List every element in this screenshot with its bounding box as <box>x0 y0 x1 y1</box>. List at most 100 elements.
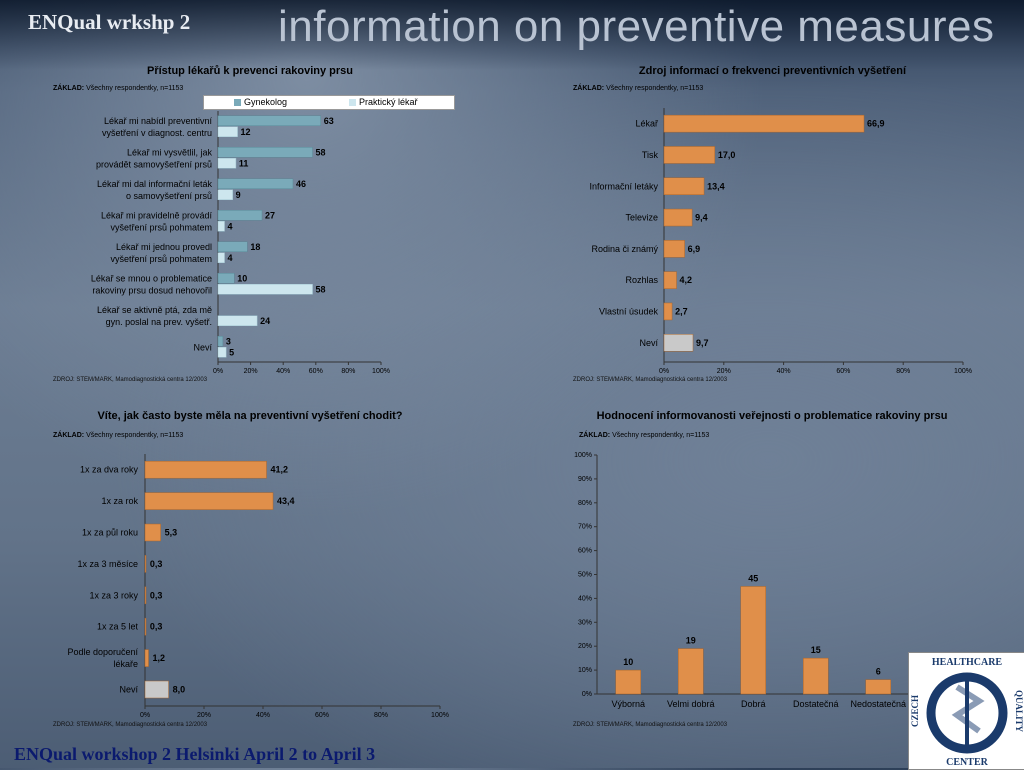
c2-category-label: Tisk <box>642 150 659 160</box>
c3-category-label: Podle doporučení lékaře <box>67 647 138 669</box>
c1-bar-prakticky <box>217 221 225 232</box>
chart2-base-text: Všechny respondentky, n=1153 <box>606 85 704 92</box>
c1-category-label: Neví <box>193 342 212 352</box>
c3-x-tick-label: 100% <box>431 712 449 719</box>
c1-category-label: Lékař mi jednou provedl vyšetření prsů po… <box>110 242 212 264</box>
c4-bar-value: 19 <box>686 636 696 646</box>
c3-x-tick-label: 60% <box>315 712 329 719</box>
c3-category-label: 1x za 5 let <box>97 622 139 632</box>
c3-category-label: 1x za 3 měsíce <box>77 559 138 569</box>
c3-bar <box>144 586 147 605</box>
c4-y-tick-label: 60% <box>578 548 592 555</box>
c2-bar-value: 4,2 <box>680 275 693 285</box>
chart3-title: Víte, jak často byste měla na preventivn… <box>97 410 403 422</box>
c1-bar-prakticky <box>217 315 258 326</box>
czech-healthcare-quality-center-logo: HEALTHCARE CENTER CZECH QUALITY <box>908 652 1024 770</box>
chart2-base-label: ZÁKLAD: <box>573 85 605 92</box>
c2-category-label: Rodina či známý <box>591 244 658 254</box>
chart2-title: Zdroj informací o frekvenci preventivníc… <box>638 65 907 77</box>
c1-category-label: Lékař mi nabídl preventivní vyšetření v d… <box>102 116 213 138</box>
c2-bar-value: 66,9 <box>867 119 885 129</box>
c2-category-label: Rozhlas <box>625 275 658 285</box>
chart1-legend: Gynekolog Praktický lékař <box>203 95 455 110</box>
c2-bar <box>663 177 705 195</box>
c3-bar-value: 0,3 <box>150 559 163 569</box>
c2-bar <box>663 208 693 227</box>
c3-bar-value: 8,0 <box>173 685 186 695</box>
c2-bar <box>663 271 677 289</box>
c3-bar <box>144 649 149 667</box>
c1-x-tick-label: 80% <box>341 368 355 375</box>
c1-x-tick-label: 60% <box>309 368 323 375</box>
c4-category-label: Dobrá <box>741 699 766 709</box>
chart2-base: ZÁKLAD: Všechny respondentky, n=1153 <box>573 85 703 92</box>
c1-x-tick-label: 0% <box>213 368 223 375</box>
c4-y-tick-label: 70% <box>578 524 592 531</box>
c1-bar-prakticky <box>217 284 313 295</box>
c2-x-tick-label: 20% <box>717 368 731 375</box>
c4-bar <box>803 657 829 695</box>
c4-bar <box>678 648 704 695</box>
c2-category-label: Vlastní úsudek <box>599 306 659 316</box>
c1-bar-prakticky <box>217 158 237 169</box>
c3-bar-value: 0,3 <box>150 622 163 632</box>
c2-x-tick-label: 0% <box>659 368 669 375</box>
c2-bar <box>663 334 694 352</box>
chart3-source: ZDROJ: STEM/MARK, Mamodiagnostická centr… <box>53 722 208 728</box>
c3-bar-value: 0,3 <box>150 590 163 600</box>
legend-prakticky: Praktický lékař <box>349 97 418 107</box>
c1-bar-gynekolog-value: 58 <box>316 147 326 157</box>
c4-category-label: Výborná <box>611 699 645 709</box>
c4-y-tick-label: 50% <box>578 572 592 579</box>
logo-text-top: HEALTHCARE <box>932 657 1003 668</box>
c2-bar-value: 9,7 <box>696 338 709 348</box>
logo-text-left: CZECH <box>910 695 920 727</box>
c1-bar-prakticky <box>217 189 233 200</box>
c2-category-label: Neví <box>639 338 658 348</box>
c2-x-tick-label: 80% <box>896 368 910 375</box>
c4-bar <box>615 669 641 695</box>
c4-category-label: Dostatečná <box>793 699 839 709</box>
c1-bar-prakticky-value: 5 <box>229 347 234 357</box>
c1-category-label: Lékař se mnou o problematice rakoviny prs… <box>91 273 212 295</box>
c3-bar-value: 1,2 <box>153 653 166 663</box>
c3-x-tick-label: 20% <box>197 712 211 719</box>
c3-category-label: Neví <box>119 685 138 695</box>
c2-bar <box>663 302 673 321</box>
background-sky <box>0 0 1024 70</box>
c4-bar <box>740 586 766 695</box>
c2-x-tick-label: 40% <box>777 368 791 375</box>
c4-bar-value: 15 <box>811 645 821 655</box>
chart3-base-text: Všechny respondentky, n=1153 <box>86 432 184 439</box>
chart4-base: ZÁKLAD: Všechny respondentky, n=1153 <box>579 432 709 439</box>
c3-category-label: 1x za rok <box>101 496 138 506</box>
chart4-base-text: Všechny respondentky, n=1153 <box>612 432 710 439</box>
chart1-base: ZÁKLAD: Všechny respondentky, n=1153 <box>53 85 183 92</box>
chart3-base: ZÁKLAD: Všechny respondentky, n=1153 <box>53 432 183 439</box>
c1-bar-gynekolog <box>217 241 248 252</box>
deck-title: ENQual wrkshp 2 <box>28 10 191 34</box>
c4-y-tick-label: 80% <box>578 500 592 507</box>
c1-bar-prakticky <box>217 347 227 358</box>
c1-category-label: Lékař mi dal informační leták o samovyšet… <box>97 179 213 201</box>
c1-bar-prakticky-value: 12 <box>241 127 251 137</box>
c1-bar-prakticky-value: 4 <box>228 253 233 263</box>
legend-prakticky-swatch <box>349 99 356 107</box>
c1-bar-prakticky <box>217 252 225 263</box>
chart1-base-label: ZÁKLAD: <box>53 85 85 92</box>
c1-x-tick-label: 100% <box>372 368 390 375</box>
c3-bar <box>144 617 147 636</box>
c4-category-label: Nedostatečná <box>850 699 906 709</box>
c2-bar-value: 17,0 <box>718 150 736 160</box>
chart2-source: ZDROJ: STEM/MARK, Mamodiagnostická centr… <box>573 377 728 383</box>
c1-bar-prakticky <box>217 126 238 137</box>
c1-bar-gynekolog-value: 63 <box>324 116 334 126</box>
c4-y-tick-label: 30% <box>578 619 592 626</box>
c3-bar <box>144 680 169 699</box>
c1-bar-prakticky-value: 24 <box>260 316 270 326</box>
c4-y-tick-label: 0% <box>582 691 592 698</box>
c4-bar <box>865 679 891 695</box>
